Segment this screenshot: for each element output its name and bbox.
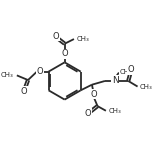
Text: CH₃: CH₃: [77, 36, 89, 42]
Text: O: O: [61, 49, 68, 58]
Text: O: O: [91, 90, 97, 99]
Text: N: N: [112, 76, 119, 85]
Text: CH₃: CH₃: [120, 69, 133, 75]
Text: O: O: [21, 87, 28, 96]
Text: O: O: [85, 109, 91, 118]
Text: O: O: [37, 67, 43, 76]
Text: CH₃: CH₃: [109, 108, 122, 114]
Text: O: O: [128, 65, 134, 74]
Text: O: O: [53, 32, 60, 41]
Text: CH₃: CH₃: [0, 72, 13, 78]
Text: CH₃: CH₃: [139, 85, 152, 90]
